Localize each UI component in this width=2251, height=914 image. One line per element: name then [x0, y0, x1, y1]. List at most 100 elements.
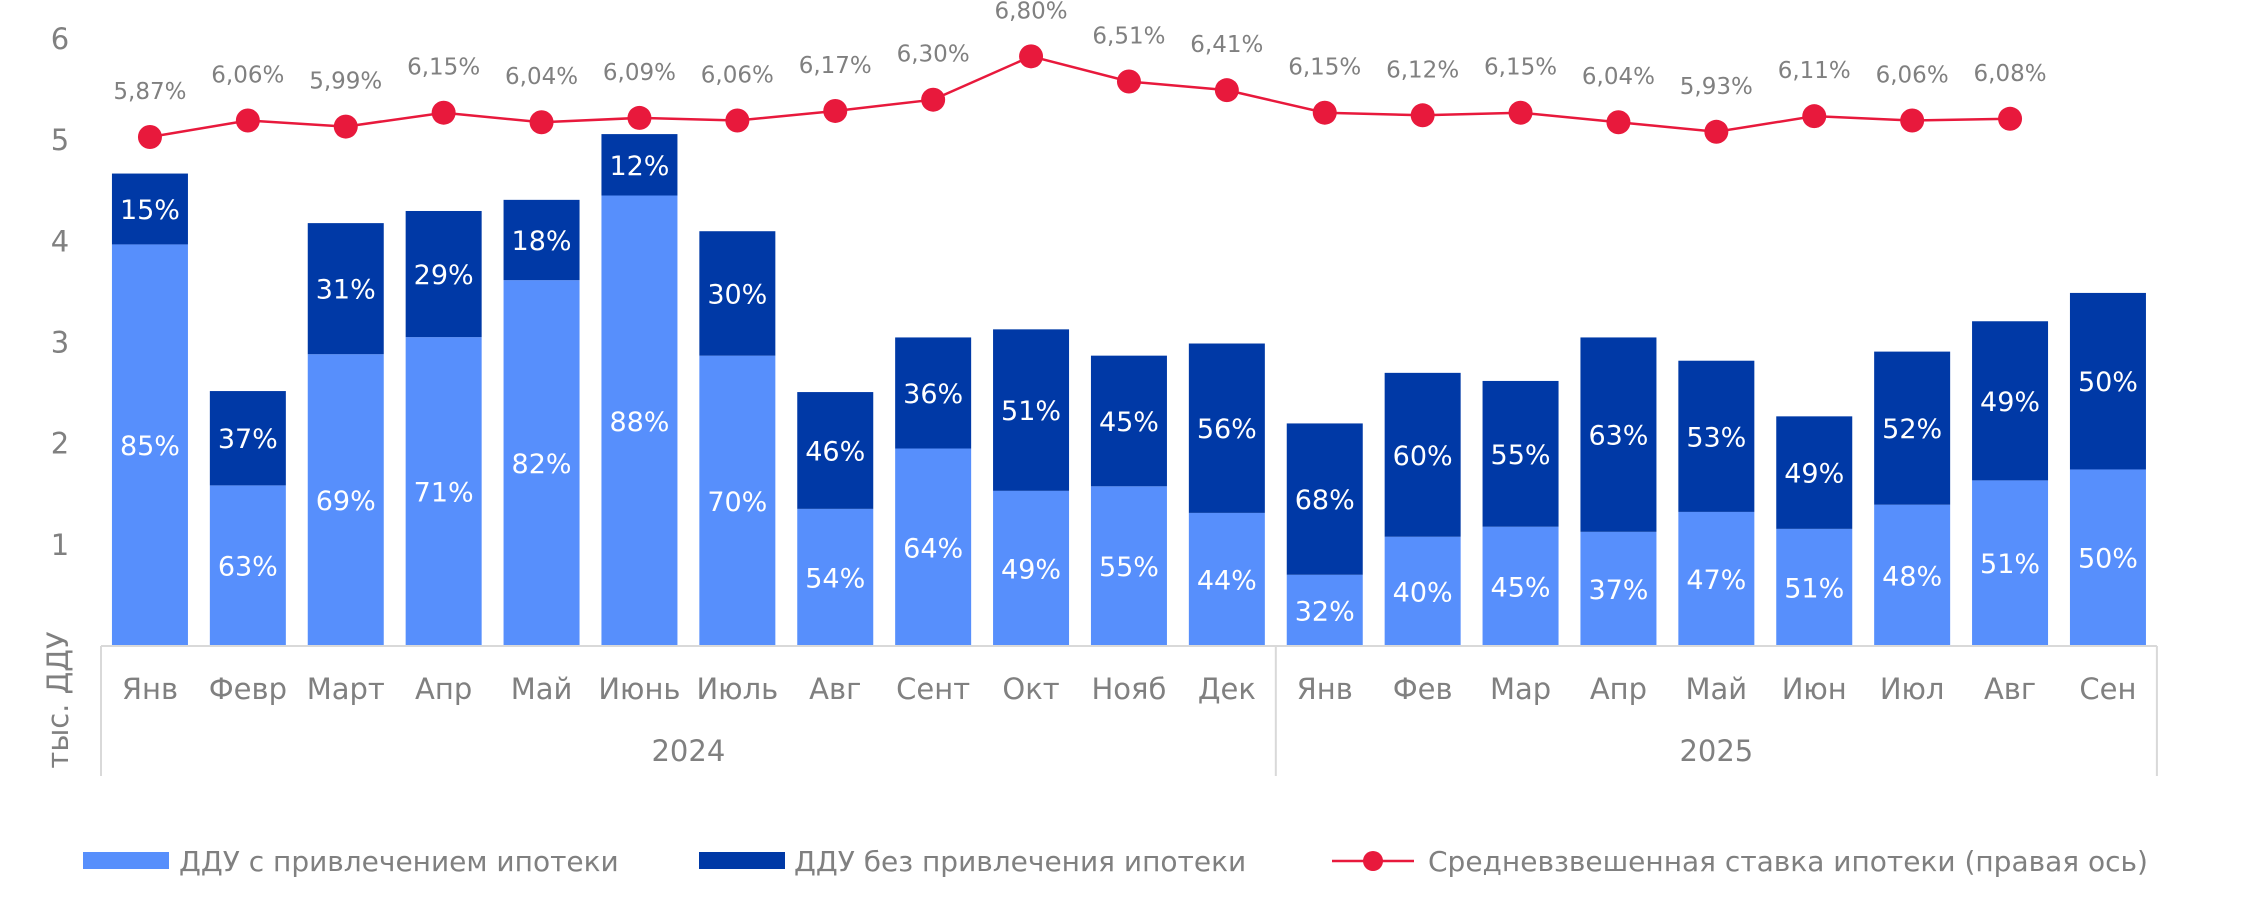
- rate-marker: [235, 108, 260, 133]
- bar-no-mortgage-label: 52%: [1882, 414, 1942, 445]
- bar-mortgage-label: 51%: [1980, 549, 2040, 580]
- y-axis-title: тыс. ДДУ: [41, 631, 75, 768]
- legend-label-mortgage: ДДУ с привлечением ипотеки: [179, 845, 619, 878]
- bar-mortgage-label: 54%: [805, 563, 865, 594]
- rate-marker: [137, 124, 162, 149]
- rate-label: 6,17%: [799, 53, 872, 79]
- bar-mortgage-label: 55%: [1099, 552, 1159, 583]
- rate-marker: [921, 87, 946, 112]
- x-tick-label: Май: [511, 672, 573, 706]
- bar-no-mortgage: [1286, 423, 1363, 575]
- bar-mortgage-label: 69%: [316, 486, 376, 517]
- bar-mortgage-label: 71%: [414, 478, 474, 509]
- bar-no-mortgage: [307, 223, 384, 355]
- bar-no-mortgage: [209, 391, 286, 486]
- bar-mortgage-label: 85%: [120, 431, 180, 462]
- x-tick-label: Сент: [896, 672, 970, 706]
- rate-marker: [1410, 103, 1435, 128]
- bar-mortgage: [307, 354, 384, 646]
- bar-mortgage: [1874, 504, 1951, 646]
- x-tick-label: Фев: [1393, 672, 1453, 706]
- bar-no-mortgage-label: 12%: [609, 151, 669, 182]
- bar-mortgage: [895, 448, 972, 646]
- bar-mortgage: [2069, 469, 2146, 646]
- rate-marker: [1508, 100, 1533, 125]
- bar-mortgage: [209, 485, 286, 646]
- x-tick-label: Сен: [2079, 672, 2136, 706]
- bar-no-mortgage-label: 49%: [1784, 459, 1844, 490]
- y-tick-label: 4: [51, 224, 69, 258]
- bar-no-mortgage-label: 53%: [1686, 422, 1746, 453]
- rate-label: 5,99%: [309, 69, 382, 95]
- legend-swatch-mortgage: [83, 852, 169, 869]
- rate-label: 6,80%: [995, 0, 1068, 24]
- rate-label: 6,12%: [1386, 57, 1459, 83]
- bar-mortgage: [699, 355, 776, 646]
- y-tick-label: 5: [51, 123, 69, 157]
- x-tick-label: Апр: [1590, 672, 1647, 706]
- rate-marker: [431, 100, 456, 125]
- bar-no-mortgage: [797, 392, 874, 509]
- rate-marker: [1214, 78, 1239, 103]
- bar-mortgage: [1384, 536, 1461, 646]
- bars: 85% 15% 63% 37% 69% 31% 71% 29% 82% 18% 88% 12% 70% 3…: [111, 134, 2146, 646]
- bar-no-mortgage: [1678, 360, 1755, 512]
- bar-mortgage-label: 88%: [609, 407, 669, 438]
- y-tick-label: 2: [51, 427, 69, 461]
- x-tick-label: Июль: [696, 672, 778, 706]
- x-tick-label: Июл: [1880, 672, 1945, 706]
- bar-no-mortgage: [1090, 355, 1167, 487]
- bar-mortgage-label: 47%: [1686, 565, 1746, 596]
- bar-no-mortgage: [1580, 337, 1657, 532]
- bar-mortgage: [405, 337, 482, 646]
- bar-mortgage-label: 44%: [1197, 565, 1257, 596]
- bar-no-mortgage-label: 68%: [1295, 485, 1355, 516]
- legend-label-rate: Средневзвешенная ставка ипотеки (правая …: [1428, 845, 2148, 878]
- bar-no-mortgage: [601, 134, 678, 196]
- rate-line-path: [149, 55, 2011, 139]
- rate-label: 6,04%: [505, 64, 578, 90]
- bar-no-mortgage: [1972, 321, 2049, 481]
- rate-label: 6,09%: [603, 60, 676, 86]
- bar-mortgage: [1090, 486, 1167, 646]
- y-axis: 1 2 3 4 5 6: [51, 22, 69, 562]
- bar-no-mortgage-label: 63%: [1588, 421, 1648, 452]
- x-tick-label: Июн: [1782, 672, 1847, 706]
- rate-label: 6,08%: [1974, 61, 2047, 87]
- bar-no-mortgage-label: 46%: [805, 436, 865, 467]
- bar-no-mortgage: [1482, 380, 1559, 527]
- bar-mortgage-label: 82%: [512, 449, 572, 480]
- bar-mortgage: [503, 280, 580, 646]
- bar-no-mortgage-label: 30%: [707, 279, 767, 310]
- bar-mortgage-label: 63%: [218, 552, 278, 583]
- y-tick-label: 6: [51, 22, 69, 56]
- x-tick-label: Янв: [1297, 672, 1353, 706]
- bar-mortgage: [1678, 511, 1755, 646]
- bar-no-mortgage: [993, 329, 1070, 491]
- x-group-label: 2025: [1679, 734, 1753, 768]
- bar-mortgage: [1776, 528, 1853, 646]
- rate-marker: [1704, 119, 1729, 144]
- bar-no-mortgage: [1384, 372, 1461, 537]
- bar-no-mortgage-label: 49%: [1980, 387, 2040, 418]
- bar-mortgage: [1972, 480, 2049, 646]
- bar-no-mortgage-label: 51%: [1001, 396, 1061, 427]
- x-tick-label: Март: [307, 672, 385, 706]
- x-tick-label: Дек: [1198, 672, 1256, 706]
- x-tick-label: Авг: [1984, 672, 2036, 706]
- bar-no-mortgage-label: 36%: [903, 379, 963, 410]
- bar-no-mortgage-label: 55%: [1491, 440, 1551, 471]
- bar-mortgage-label: 40%: [1393, 577, 1453, 608]
- bar-no-mortgage: [1188, 343, 1265, 513]
- legend-swatch-no-mortgage: [699, 852, 785, 869]
- bar-no-mortgage: [1776, 416, 1853, 529]
- x-tick-label: Апр: [415, 672, 472, 706]
- bar-mortgage: [111, 244, 188, 646]
- bar-mortgage-label: 50%: [2078, 544, 2138, 575]
- bar-no-mortgage-label: 45%: [1099, 407, 1159, 438]
- bar-mortgage: [1286, 574, 1363, 646]
- bar-mortgage: [1482, 526, 1559, 646]
- y-tick-label: 1: [51, 528, 69, 562]
- rate-label: 6,51%: [1092, 23, 1165, 49]
- x-tick-label: Май: [1686, 672, 1748, 706]
